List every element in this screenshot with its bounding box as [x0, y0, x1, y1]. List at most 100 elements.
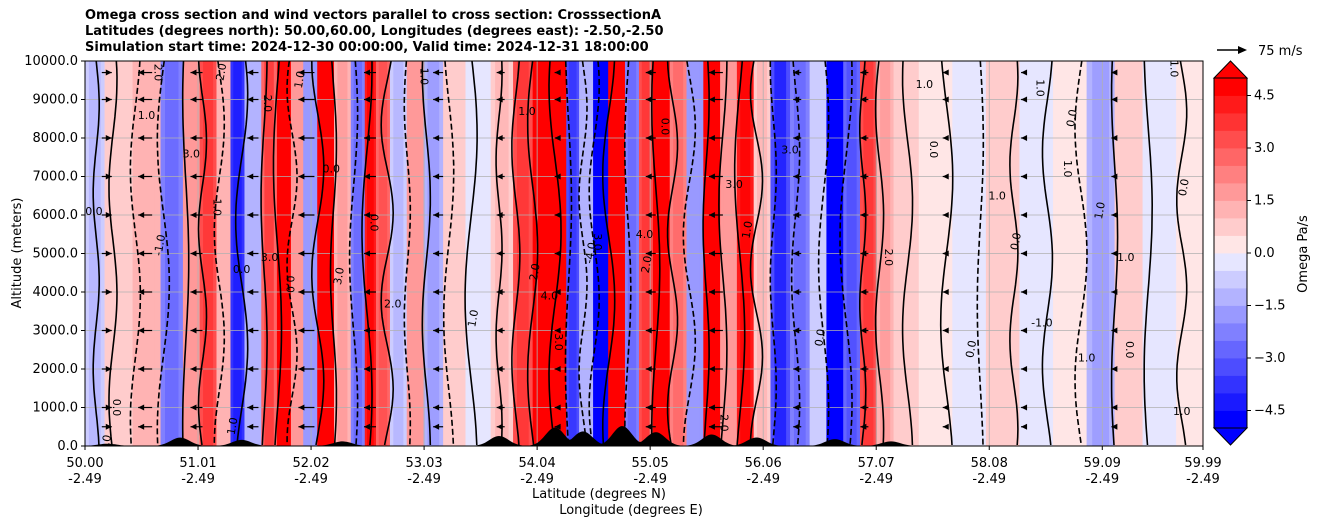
contour-label: 1.0 [1117, 251, 1135, 264]
wind-vector-head [138, 96, 145, 103]
y-tick-label: 6000.0 [33, 208, 79, 223]
wind-vector [1021, 366, 1028, 372]
y-tick-label: 0.0 [57, 439, 78, 454]
y-tick-label: 4000.0 [33, 285, 79, 300]
wind-vector [1111, 366, 1118, 372]
wind-vector [1111, 212, 1118, 218]
contour-label: 0.0 [658, 118, 671, 136]
wind-vector-head [138, 135, 145, 141]
terrain [85, 426, 1203, 446]
wind-vector-head [942, 404, 949, 411]
x-axis-label-longitude: Longitude (degrees E) [559, 503, 703, 518]
wind-vector-head [554, 327, 561, 334]
wind-vector [247, 289, 259, 295]
x-tick-label-latitude: 58.08 [971, 456, 1008, 471]
wind-vector [433, 69, 444, 76]
wind-vector-head [496, 289, 503, 295]
wind-vector-head [363, 250, 370, 257]
wind-vector [496, 327, 505, 334]
colorbar-segment [1214, 183, 1247, 201]
chart-title-line-3: Simulation start time: 2024-12-30 00:00:… [85, 40, 649, 55]
wind-vector [363, 212, 376, 218]
wind-vector [101, 423, 112, 430]
wind-vector-head [793, 366, 800, 372]
wind-vector [860, 404, 869, 411]
omega-contour-line [769, 61, 778, 446]
wind-vector [101, 327, 112, 334]
wind-vector [190, 250, 203, 257]
wind-vector-head [190, 404, 197, 411]
x-tick-label-longitude: -2.49 [1186, 472, 1220, 487]
axes: 0.0 1000.0 2000.0 3000.0 4000.0 5000.0 6000.0 7… [24, 54, 1221, 487]
wind-vector [942, 423, 949, 430]
wind-vector [708, 212, 723, 218]
colorbar-extend-bottom [1212, 427, 1249, 446]
wind-vector-head [793, 327, 800, 334]
wind-vector [1111, 423, 1118, 430]
wind-vector [1021, 250, 1028, 257]
colorbar-segment [1214, 288, 1247, 306]
wind-vector-head [942, 366, 949, 372]
wind-vector-head [496, 212, 503, 218]
wind-vector [496, 69, 505, 76]
quiver-key-label: 75 m/s [1258, 44, 1303, 59]
colorbar-segment [1214, 78, 1247, 96]
contour-label: -1.0 [1031, 317, 1052, 330]
wind-vector-head [496, 327, 503, 334]
wind-vector-head [860, 250, 867, 257]
contour-label: 2.0 [882, 249, 895, 267]
wind-vector-head [708, 289, 715, 295]
wind-vector-head [363, 212, 370, 218]
contour-label: 1.0 [1033, 79, 1046, 97]
contour-label: 1.0 [740, 220, 756, 239]
colorbar-segment [1214, 235, 1247, 254]
wind-vector [793, 423, 802, 430]
wind-vector [496, 423, 505, 430]
wind-vector-head [298, 327, 305, 334]
omega-contour-line [234, 61, 249, 446]
wind-vector [1021, 96, 1028, 103]
colorbar-tick-label: −1.5 [1254, 299, 1286, 314]
wind-vector-head [860, 366, 867, 372]
wind-vector [190, 135, 203, 141]
wind-vector-head [190, 423, 197, 430]
wind-vector-head [554, 366, 561, 372]
y-tick-label: 8000.0 [33, 131, 79, 146]
wind-vector-head [554, 289, 561, 295]
wind-vector-head [433, 366, 440, 372]
x-tick-label-longitude: -2.49 [181, 472, 215, 487]
wind-vector [708, 69, 723, 76]
colorbar-segment [1214, 323, 1247, 341]
wind-vector [247, 423, 259, 430]
wind-vector [190, 423, 203, 430]
colorbar-tick-label: 1.5 [1254, 194, 1275, 209]
wind-vector [860, 366, 869, 372]
omega-contour-line [464, 61, 478, 446]
wind-vector-head [190, 327, 197, 334]
wind-vector [363, 289, 376, 295]
colorbar: 4.5 3.0 1.5 0.0 −1.5 −3.0 −4.5 [1212, 60, 1286, 446]
contour-label: 2.0 [261, 95, 274, 113]
wind-vector [793, 327, 802, 334]
contour-label: 0.0 [1008, 232, 1024, 251]
wind-vector [101, 96, 112, 103]
wind-vector [942, 173, 949, 180]
wind-vector [190, 327, 203, 334]
wind-vector [298, 404, 315, 411]
wind-vector-head [247, 327, 254, 334]
contour-label: 1.0 [518, 105, 536, 118]
x-tick-label-latitude: 50.00 [66, 456, 103, 471]
wind-vector-head [793, 96, 800, 103]
wind-vector-head [496, 135, 503, 141]
wind-vector [942, 250, 949, 257]
wind-vector-head [1111, 250, 1118, 257]
wind-vector [645, 96, 656, 103]
wind-vector-head [645, 250, 652, 257]
wind-vector-head [247, 423, 254, 430]
contour-label: 2.0 [639, 255, 655, 274]
wind-vector [247, 69, 259, 76]
wind-vector-head [298, 423, 305, 430]
wind-vector [942, 366, 949, 372]
wind-vector [138, 173, 153, 180]
wind-vector-head [298, 212, 305, 218]
